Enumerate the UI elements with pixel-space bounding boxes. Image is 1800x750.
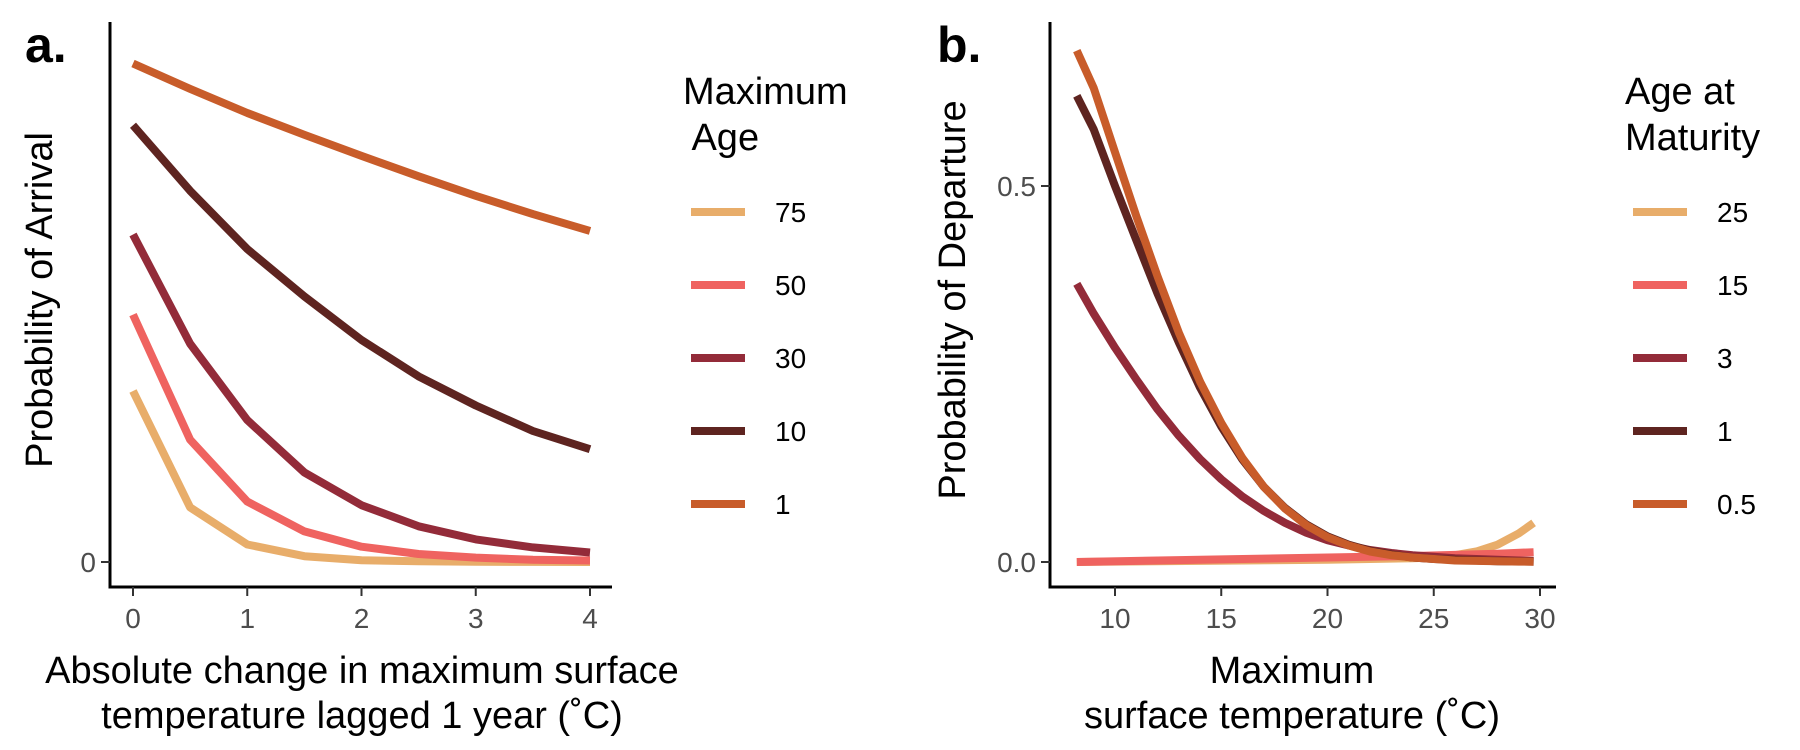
y-axis-title: Probability of Arrival (19, 132, 61, 468)
y-axis-title: Probability of Departure (932, 100, 974, 499)
legend-label-25: 25 (1717, 197, 1748, 228)
x-tick-label: 4 (582, 603, 598, 634)
panel-a: a. 0 1 2 3 4 0 Probability of Arrival Absolute c… (19, 17, 848, 737)
legend-label-75: 75 (775, 197, 806, 228)
series-line-1 (1073, 94, 1534, 566)
x-tick-label: 30 (1524, 603, 1555, 634)
y-tick-label: 0.5 (997, 171, 1036, 202)
x-axis-title-line1: Maximum (1210, 650, 1375, 692)
series-line-30 (129, 232, 591, 557)
legend-label-3: 3 (1717, 343, 1733, 374)
x-tick-label: 20 (1312, 603, 1343, 634)
legend-title-line2: Maturity (1625, 117, 1760, 159)
series-line-15 (1076, 548, 1534, 566)
x-tick-label: 3 (468, 603, 484, 634)
legend-title-line2: Age (683, 117, 759, 159)
legend-label-50: 50 (775, 270, 806, 301)
x-tick-label: 0 (125, 603, 141, 634)
x-tick-label: 15 (1206, 603, 1237, 634)
legend-label-1: 1 (775, 489, 791, 520)
legend-title-line1: Maximum (683, 71, 848, 113)
series-line-10 (129, 122, 592, 454)
legend: Maximum Age 75 50 30 10 1 (683, 71, 848, 520)
x-tick-label: 1 (239, 603, 255, 634)
series-line-50 (129, 312, 591, 565)
series-line-1 (131, 59, 592, 235)
panel-letter: a. (25, 17, 67, 73)
panel-letter: b. (937, 17, 981, 73)
panel-b: b. 10 15 20 25 30 0.0 0.5 Probability of Departu… (932, 17, 1760, 737)
legend-label-10: 10 (775, 416, 806, 447)
legend-label-15: 15 (1717, 270, 1748, 301)
x-tick-label: 10 (1099, 603, 1130, 634)
legend-label-30: 30 (775, 343, 806, 374)
legend-title-line1: Age at (1625, 71, 1735, 113)
series-line-75 (129, 389, 591, 566)
x-tick-label: 2 (354, 603, 370, 634)
y-tick-label: 0.0 (997, 547, 1036, 578)
series-line-0.5 (1073, 48, 1534, 566)
x-axis-title-line2: surface temperature (˚C) (1084, 695, 1500, 737)
legend-label-0.5: 0.5 (1717, 489, 1756, 520)
x-axis-title-line2: temperature lagged 1 year (˚C) (101, 695, 623, 737)
legend-label-1: 1 (1717, 416, 1733, 447)
x-axis-title-line1: Absolute change in maximum surface (45, 650, 679, 692)
x-tick-label: 25 (1418, 603, 1449, 634)
y-tick-label: 0 (80, 547, 96, 578)
